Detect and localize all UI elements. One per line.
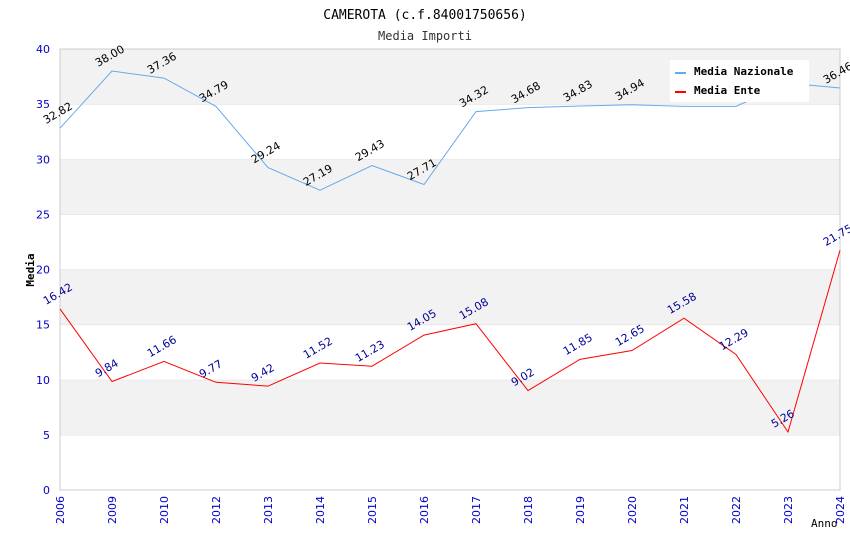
y-tick-label: 25 <box>36 208 50 221</box>
grid-band <box>60 324 840 380</box>
x-tick-label: 2022 <box>730 496 743 524</box>
grid-band <box>60 104 840 160</box>
x-tick-label: 2021 <box>678 496 691 524</box>
x-tick-label: 2016 <box>418 496 431 524</box>
x-tick-label: 2013 <box>262 496 275 524</box>
grid-band <box>60 214 840 270</box>
y-tick-label: 0 <box>43 484 50 497</box>
y-tick-label: 5 <box>43 429 50 442</box>
legend-label-ente: Media Ente <box>694 84 761 97</box>
x-tick-label: 2024 <box>834 496 847 524</box>
x-tick-label: 2020 <box>626 496 639 524</box>
x-axis-label: Anno <box>811 517 838 530</box>
x-tick-label: 2012 <box>210 496 223 524</box>
legend-label-nazionale: Media Nazionale <box>694 65 794 78</box>
grid-band <box>60 379 840 435</box>
y-axis-label: Media <box>24 253 37 286</box>
x-tick-label: 2014 <box>314 496 327 524</box>
chart-title: CAMEROTA (c.f.84001750656) <box>323 8 527 23</box>
y-tick-label: 10 <box>36 374 50 387</box>
grid-band <box>60 159 840 215</box>
x-tick-label: 2017 <box>470 496 483 524</box>
chart-subtitle: Media Importi <box>378 29 472 43</box>
plot-border <box>59 48 841 491</box>
legend: Media Nazionale Media Ente <box>670 60 809 102</box>
x-tick-label: 2015 <box>366 496 379 524</box>
x-tick-label: 2006 <box>54 496 67 524</box>
y-tick-label: 30 <box>36 153 50 166</box>
grid-band <box>60 434 840 490</box>
y-tick-label: 40 <box>36 43 50 56</box>
series-line-ente <box>59 250 841 434</box>
grid-band <box>60 269 840 325</box>
x-tick-label: 2018 <box>522 496 535 524</box>
x-tick-label: 2019 <box>574 496 587 524</box>
y-tick-label: 20 <box>36 264 50 277</box>
x-tick-label: 2023 <box>782 496 795 524</box>
x-tick-label: 2010 <box>158 496 171 524</box>
y-tick-label: 35 <box>36 98 50 111</box>
series-line-nazionale <box>59 70 841 191</box>
x-tick-label: 2009 <box>106 496 119 524</box>
y-tick-label: 15 <box>36 319 50 332</box>
